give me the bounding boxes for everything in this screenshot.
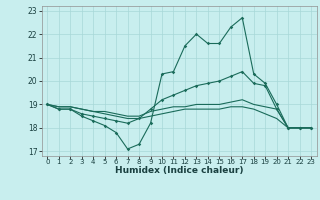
- X-axis label: Humidex (Indice chaleur): Humidex (Indice chaleur): [115, 166, 244, 175]
